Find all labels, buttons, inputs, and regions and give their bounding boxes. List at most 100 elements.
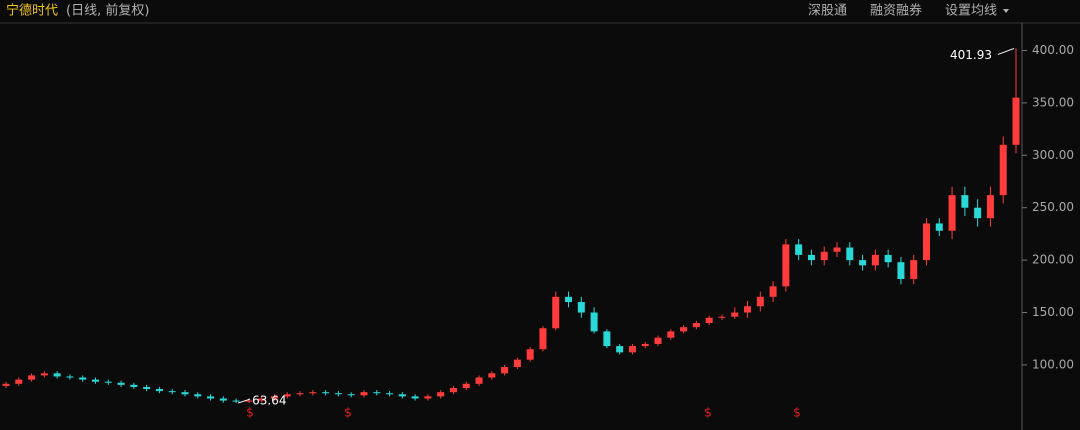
candle-body — [296, 393, 304, 395]
candle-body — [820, 251, 828, 261]
event-marker: $ — [246, 406, 254, 420]
candle-body — [15, 379, 23, 384]
menu-item[interactable]: 深股通 — [808, 4, 847, 19]
candle-body — [181, 392, 189, 395]
candle-body — [948, 195, 956, 231]
candle-body — [194, 394, 202, 397]
candle-body — [79, 377, 87, 380]
candle-body — [28, 375, 36, 380]
candle-body — [245, 400, 253, 402]
candle-body — [897, 262, 905, 279]
candle-body — [437, 392, 445, 397]
annotation-arrow — [237, 398, 251, 404]
candle-body — [807, 254, 815, 261]
candle-body — [910, 260, 918, 279]
candle-body — [552, 296, 560, 329]
event-marker: $ — [793, 406, 801, 420]
candle-body — [322, 392, 330, 394]
candle-body — [884, 254, 892, 263]
min-annotation: 63.64 — [252, 394, 286, 408]
candle-body — [577, 302, 585, 313]
candle-body — [513, 359, 521, 368]
candle-body — [130, 384, 138, 387]
candle-body — [449, 387, 457, 393]
candle-body — [155, 389, 163, 392]
candle-body — [986, 195, 994, 219]
y-tick-label: 200.00 — [1032, 253, 1074, 267]
candle-body — [859, 260, 867, 266]
y-tick-label: 400.00 — [1032, 43, 1074, 57]
menu-item[interactable]: 设置均线 — [945, 4, 997, 19]
candle-body — [744, 306, 752, 313]
candle-body — [501, 367, 509, 374]
event-marker: $ — [704, 406, 712, 420]
candle-body — [475, 377, 483, 384]
candle-body — [961, 195, 969, 208]
candle-body — [654, 337, 662, 344]
candle-body — [1012, 97, 1020, 145]
candle-body — [718, 316, 726, 318]
candle-body — [232, 400, 240, 402]
candle-body — [999, 144, 1007, 196]
candle-body — [66, 376, 74, 378]
candle-body — [386, 393, 394, 395]
stock-name: 宁德时代 — [6, 3, 58, 19]
candle-body — [871, 254, 879, 266]
candle-body — [782, 244, 790, 287]
candle-body — [283, 394, 291, 397]
candle-body — [705, 317, 713, 324]
menu-item[interactable]: 融资融券 — [870, 3, 922, 19]
candle-body — [603, 331, 611, 347]
candle-body — [692, 323, 700, 328]
candle-body — [488, 373, 496, 378]
candle-body — [270, 396, 278, 399]
y-tick-label: 350.00 — [1032, 95, 1074, 109]
candle-body — [616, 346, 624, 353]
candle-body — [104, 381, 112, 383]
candle-body — [373, 392, 381, 394]
y-tick-label: 250.00 — [1032, 200, 1074, 214]
candle-body — [91, 379, 99, 382]
candle-body — [40, 373, 48, 376]
candle-body — [539, 328, 547, 350]
candle-body — [334, 393, 342, 395]
dropdown-arrow[interactable] — [1003, 9, 1009, 13]
candle-body — [219, 398, 227, 401]
candle-body — [923, 223, 931, 261]
candle-body — [641, 343, 649, 347]
candle-body — [680, 327, 688, 332]
candle-body — [347, 394, 355, 396]
annotation-arrow — [997, 47, 1015, 55]
candle-body — [143, 386, 151, 390]
event-marker: $ — [344, 406, 352, 420]
candle-body — [411, 396, 419, 399]
candle-body — [833, 247, 841, 252]
candle-body — [756, 296, 764, 307]
candle-body — [590, 312, 598, 332]
candle-body — [462, 383, 470, 388]
candle-body — [2, 383, 10, 386]
candle-body — [526, 349, 534, 360]
y-tick-label: 100.00 — [1032, 357, 1074, 371]
candle-body — [53, 373, 61, 377]
candle-body — [117, 382, 125, 385]
max-annotation: 401.93 — [950, 48, 992, 62]
candle-body — [731, 312, 739, 317]
candle-body — [309, 392, 317, 394]
candle-body — [628, 346, 636, 353]
candle-body — [565, 296, 573, 303]
candle-body — [795, 244, 803, 255]
candle-body — [424, 396, 432, 399]
candle-body — [974, 207, 982, 219]
candle-body — [360, 392, 368, 396]
candle-body — [846, 247, 854, 261]
candle-body — [168, 391, 176, 393]
candle-body — [207, 396, 215, 399]
y-tick-label: 150.00 — [1032, 305, 1074, 319]
chart-subtitle: (日线, 前复权) — [66, 3, 149, 19]
candle-body — [667, 331, 675, 338]
candle-body — [258, 398, 266, 401]
